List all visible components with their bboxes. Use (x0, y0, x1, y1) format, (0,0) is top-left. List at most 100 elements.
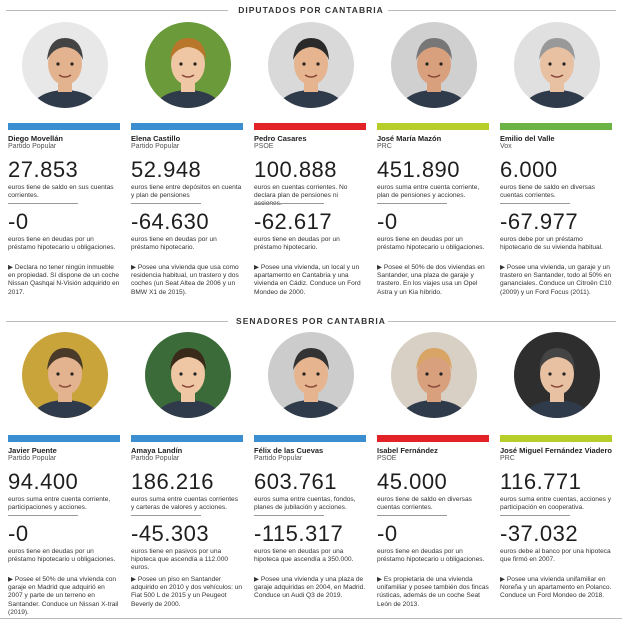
debts-figure: -0 (8, 209, 29, 234)
politician-card: José María Mazón PRC 451.890 euros suma ent… (377, 18, 489, 316)
portrait-illustration (514, 332, 600, 418)
politician-name: Isabel Fernández (377, 446, 438, 455)
portrait-photo (268, 22, 354, 108)
portrait-illustration (22, 332, 108, 418)
party-color-bar (8, 123, 120, 130)
assets-figure: 116.771 (500, 469, 582, 494)
party-color-bar (377, 123, 489, 130)
assets-description: euros suma entre cuentas, acciones y par… (500, 496, 612, 512)
assets-note: ▶ Posee una vivienda, un local y un apar… (254, 264, 361, 296)
assets-note: ▶ Posee el 50% de una vivienda con garaj… (8, 576, 119, 616)
assets-figure: 52.948 (131, 157, 202, 182)
politician-card: Javier Puente Partido Popular 94.400 euros … (8, 328, 120, 618)
party-color-bar (254, 123, 366, 130)
party-color-bar (8, 435, 120, 442)
assets-note: ▶ Posee una vivienda unifamiliar en Nore… (500, 576, 612, 600)
assets-note: ▶ Posee un piso en Santander adquirido e… (131, 576, 243, 608)
debts-description: euros tiene en deudas por un préstamo hi… (8, 236, 116, 252)
section-title-senadores-text: SENADORES POR CANTABRIA (236, 316, 386, 326)
debts-description: euros tiene en deudas por una hipoteca q… (254, 548, 354, 564)
separator-line (377, 515, 447, 516)
portrait-illustration (145, 22, 231, 108)
debts-figure: -45.303 (131, 521, 210, 546)
assets-figure: 451.890 (377, 157, 461, 182)
debts-description: euros tiene en deudas por un préstamo hi… (8, 548, 116, 564)
party-color-bar (131, 123, 243, 130)
debts-figure: -0 (377, 521, 398, 546)
politician-name: Javier Puente (8, 446, 57, 455)
assets-description: euros suma entre cuentas, fondos, planes… (254, 496, 356, 512)
separator-line (500, 515, 570, 516)
politician-card: Pedro Casares PSOE 100.888 euros en cuentas… (254, 18, 366, 316)
senadores-row: Javier Puente Partido Popular 94.400 euros … (0, 328, 622, 618)
assets-note: ▶ Posee el 50% de dos viviendas en Santa… (377, 264, 485, 296)
section-title-senadores: SENADORES POR CANTABRIA (0, 316, 622, 326)
party-name: Partido Popular (8, 455, 57, 462)
portrait-photo (145, 332, 231, 418)
portrait-photo (514, 332, 600, 418)
party-name: PSOE (254, 143, 274, 150)
bottom-rule (0, 618, 622, 619)
politician-name: Elena Castillo (131, 134, 181, 143)
separator-line (131, 515, 201, 516)
debts-description: euros tiene en deudas por un préstamo hi… (254, 236, 340, 252)
assets-note: ▶ Posee una vivienda, un garaje y un tra… (500, 264, 612, 296)
portrait-illustration (145, 332, 231, 418)
portrait-illustration (268, 22, 354, 108)
debts-description: euros tiene en deudas por un préstamo hi… (377, 548, 485, 564)
debts-figure: -0 (8, 521, 29, 546)
politician-name: José Miguel Fernández Viadero (500, 446, 612, 455)
politician-card: Emilio del Valle Vox 6.000 euros tiene de s… (500, 18, 612, 316)
politician-card: Félix de las Cuevas Partido Popular 603.76… (254, 328, 366, 618)
party-name: PRC (500, 455, 515, 462)
portrait-photo (268, 332, 354, 418)
separator-line (500, 203, 570, 204)
portrait-illustration (22, 22, 108, 108)
portrait-illustration (391, 332, 477, 418)
assets-figure: 100.888 (254, 157, 338, 182)
party-color-bar (500, 435, 612, 442)
portrait-illustration (514, 22, 600, 108)
portrait-photo (391, 332, 477, 418)
section-title-diputados: DIPUTADOS POR CANTABRIA (0, 5, 622, 15)
assets-description: euros tiene entre depósitos en cuenta y … (131, 184, 242, 200)
portrait-photo (391, 22, 477, 108)
politician-name: Amaya Landín (131, 446, 183, 455)
politician-name: Pedro Casares (254, 134, 307, 143)
assets-figure: 186.216 (131, 469, 215, 494)
party-color-bar (377, 435, 489, 442)
debts-description: euros debe por un préstamo hipotecario d… (500, 236, 604, 252)
debts-description: euros tiene en pasivos por una hipoteca … (131, 548, 229, 572)
assets-description: euros tiene de saldo en sus cuentas corr… (8, 184, 114, 200)
separator-line (254, 515, 324, 516)
politician-card: José Miguel Fernández Viadero PRC 116.771 e… (500, 328, 612, 618)
portrait-photo (514, 22, 600, 108)
assets-description: euros tiene de saldo en diversas cuentas… (500, 184, 595, 200)
assets-description: euros suma entre cuenta corriente, parti… (8, 496, 111, 512)
assets-figure: 94.400 (8, 469, 79, 494)
politician-card: Isabel Fernández PSOE 45.000 euros tiene de… (377, 328, 489, 618)
separator-line (8, 515, 78, 516)
party-name: PSOE (377, 455, 397, 462)
section-title-diputados-text: DIPUTADOS POR CANTABRIA (238, 5, 384, 15)
assets-figure: 6.000 (500, 157, 558, 182)
portrait-photo (22, 22, 108, 108)
portrait-illustration (391, 22, 477, 108)
party-name: PRC (377, 143, 392, 150)
assets-figure: 45.000 (377, 469, 448, 494)
separator-line (377, 203, 447, 204)
assets-description: euros tiene de saldo en diversas cuentas… (377, 496, 472, 512)
portrait-photo (22, 332, 108, 418)
politician-name: Félix de las Cuevas (254, 446, 324, 455)
assets-figure: 603.761 (254, 469, 338, 494)
assets-note: ▶ Posee una vivienda que usa como reside… (131, 264, 239, 296)
debts-figure: -115.317 (254, 521, 344, 546)
debts-figure: -0 (377, 209, 398, 234)
politician-card: Amaya Landín Partido Popular 186.216 euros … (131, 328, 243, 618)
party-color-bar (131, 435, 243, 442)
politician-name: Emilio del Valle (500, 134, 555, 143)
party-name: Partido Popular (8, 143, 57, 150)
portrait-illustration (268, 332, 354, 418)
portrait-photo (145, 22, 231, 108)
assets-note: ▶ Es propietaria de una vivienda unifami… (377, 576, 489, 608)
